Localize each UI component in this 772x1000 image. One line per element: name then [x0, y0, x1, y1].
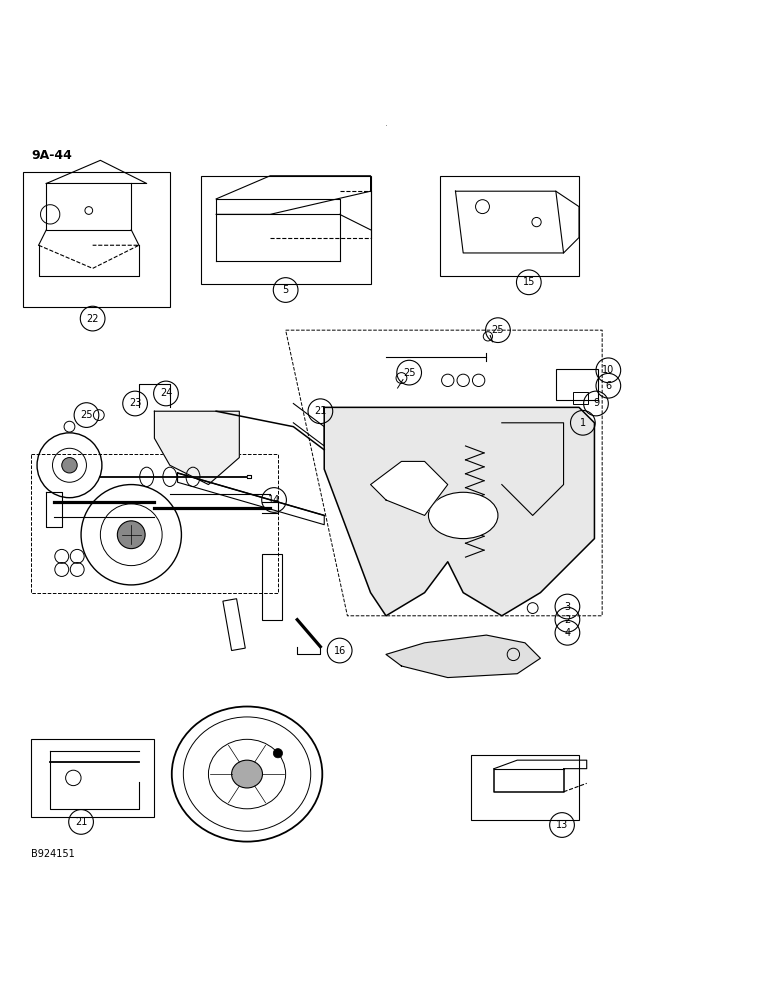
Text: 13: 13	[556, 820, 568, 830]
Bar	[262, 554, 282, 620]
Text: 24: 24	[160, 388, 172, 398]
Bar	[201, 176, 371, 284]
Text: 21: 21	[314, 406, 327, 416]
Bar	[31, 739, 154, 817]
Polygon shape	[154, 411, 239, 485]
Text: 9A-44: 9A-44	[31, 149, 72, 162]
Text: 1: 1	[580, 418, 586, 428]
Text: 25: 25	[492, 325, 504, 335]
Bar	[440, 176, 579, 276]
Text: 22: 22	[86, 314, 99, 324]
Bar	[223, 599, 245, 651]
Ellipse shape	[232, 760, 262, 788]
Circle shape	[273, 749, 283, 758]
Text: 21: 21	[75, 817, 87, 827]
Text: 23: 23	[129, 398, 141, 408]
Polygon shape	[324, 407, 594, 616]
Text: 15: 15	[523, 277, 535, 287]
Text: 6: 6	[605, 381, 611, 391]
Polygon shape	[386, 635, 540, 678]
Text: ─: ─	[385, 126, 387, 127]
Text: 5: 5	[283, 285, 289, 295]
Text: 16: 16	[334, 646, 346, 656]
Text: 25: 25	[403, 368, 415, 378]
Bar	[573, 392, 588, 403]
Bar	[23, 172, 170, 307]
Polygon shape	[502, 423, 564, 515]
Bar	[556, 369, 598, 400]
Text: 9: 9	[593, 398, 599, 408]
Text: 2: 2	[564, 615, 571, 625]
Circle shape	[442, 374, 454, 387]
Bar	[471, 755, 579, 820]
Text: 14: 14	[268, 495, 280, 505]
Circle shape	[472, 374, 485, 387]
Circle shape	[457, 374, 469, 387]
Circle shape	[62, 458, 77, 473]
Text: 3: 3	[564, 602, 571, 612]
Text: 10: 10	[602, 365, 615, 375]
Text: B924151: B924151	[31, 849, 75, 859]
Text: 4: 4	[564, 628, 571, 638]
Text: 25: 25	[80, 410, 93, 420]
Ellipse shape	[428, 492, 498, 539]
Circle shape	[117, 521, 145, 549]
Polygon shape	[371, 461, 448, 515]
